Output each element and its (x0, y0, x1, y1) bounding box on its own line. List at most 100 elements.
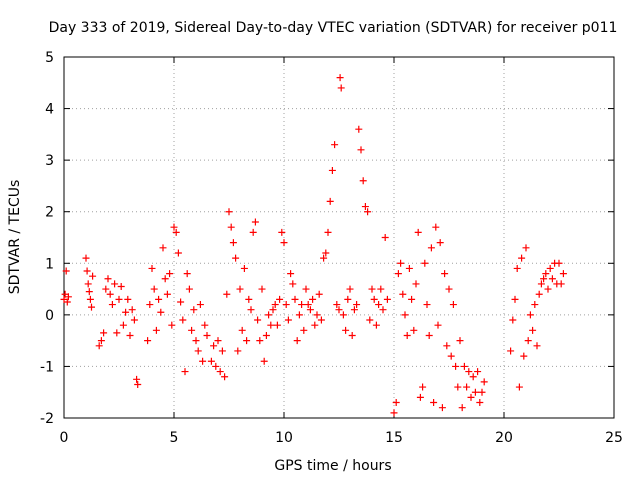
data-point (63, 298, 71, 306)
x-tick-label: 5 (170, 430, 179, 446)
data-point (320, 254, 328, 262)
data-point (102, 285, 110, 293)
data-point (518, 254, 526, 262)
data-point (126, 331, 134, 339)
data-point (236, 285, 244, 293)
data-point (474, 368, 482, 376)
data-point (203, 331, 211, 339)
data-point (447, 352, 455, 360)
grid-lines (64, 57, 614, 418)
data-point (179, 316, 187, 324)
data-point (146, 301, 154, 309)
data-point (201, 321, 209, 329)
data-point (443, 342, 451, 350)
data-point (276, 295, 284, 303)
data-point (454, 383, 462, 391)
data-point (342, 326, 350, 334)
data-point (161, 275, 169, 283)
data-point (339, 311, 347, 319)
data-point (83, 267, 91, 275)
data-point (390, 409, 398, 417)
data-point (548, 275, 556, 283)
data-point (251, 218, 259, 226)
data-point (89, 272, 97, 280)
data-point (315, 290, 323, 298)
data-point (258, 285, 266, 293)
data-point (405, 264, 413, 272)
data-point (557, 280, 565, 288)
data-point (88, 303, 95, 311)
data-point (229, 239, 237, 247)
y-tick-label: 1 (45, 256, 54, 272)
data-point (460, 362, 468, 370)
data-point (306, 306, 314, 314)
data-point (355, 125, 363, 133)
data-point (170, 223, 178, 231)
y-tick-label: 3 (45, 153, 54, 169)
data-point (291, 295, 299, 303)
data-point (408, 295, 416, 303)
data-point (108, 301, 116, 309)
data-point (524, 337, 532, 345)
data-point (159, 244, 167, 252)
data-point (372, 321, 380, 329)
data-point (333, 301, 341, 309)
data-point (375, 301, 383, 309)
data-point (214, 337, 222, 345)
data-point (377, 285, 385, 293)
data-point (509, 316, 517, 324)
data-point (174, 249, 182, 257)
data-point (223, 290, 231, 298)
data-point (399, 290, 407, 298)
data-point (172, 228, 180, 236)
data-point (188, 326, 196, 334)
data-point (397, 259, 405, 267)
data-point (401, 311, 409, 319)
data-point (302, 285, 310, 293)
data-point (95, 342, 103, 350)
data-point (234, 347, 242, 355)
data-point (183, 270, 191, 278)
data-point (298, 301, 306, 309)
data-point (104, 275, 112, 283)
x-tick-label: 25 (605, 430, 623, 446)
x-tick-label: 0 (60, 430, 69, 446)
data-point (328, 166, 336, 174)
data-point (300, 326, 308, 334)
data-point (449, 301, 457, 309)
data-point (392, 399, 400, 407)
data-point (144, 337, 152, 345)
data-point (529, 326, 537, 334)
data-point (177, 298, 185, 306)
data-point (130, 316, 138, 324)
data-point (463, 383, 471, 391)
data-point (421, 259, 429, 267)
data-point (62, 267, 70, 275)
data-point (423, 301, 431, 309)
data-point (383, 295, 391, 303)
data-point (359, 177, 367, 185)
data-point (84, 280, 92, 288)
data-point (324, 228, 332, 236)
data-point (353, 301, 361, 309)
data-point (157, 308, 165, 316)
data-point (262, 331, 270, 339)
data-point (221, 373, 229, 381)
data-point (469, 373, 477, 381)
y-tick-label: -1 (40, 359, 54, 375)
data-point (559, 270, 567, 278)
data-point (344, 295, 352, 303)
data-point (458, 404, 466, 412)
data-point (542, 270, 550, 278)
data-point (269, 306, 277, 314)
data-point (111, 280, 119, 288)
data-point (243, 337, 251, 345)
data-point (287, 270, 295, 278)
data-point (348, 331, 356, 339)
data-point (370, 295, 378, 303)
data-point (194, 347, 202, 355)
data-point (166, 270, 174, 278)
data-point (467, 393, 475, 401)
data-point (381, 234, 389, 241)
data-point (271, 301, 279, 309)
